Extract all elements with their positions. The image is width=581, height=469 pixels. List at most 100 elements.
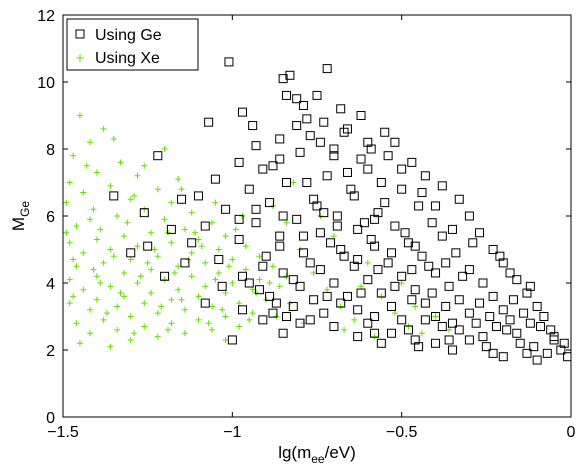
- xe-point: [164, 326, 171, 333]
- xe-point: [87, 330, 94, 337]
- ge-point: [481, 342, 491, 352]
- ge-point: [193, 191, 203, 201]
- xe-point: [222, 290, 229, 297]
- ge-point: [282, 178, 292, 187]
- ge-point: [315, 137, 325, 147]
- ge-point: [319, 308, 329, 318]
- xe-point: [127, 313, 134, 320]
- xe-point: [317, 213, 324, 219]
- ge-point: [370, 328, 380, 338]
- ge-point: [505, 315, 515, 325]
- ge-point: [464, 265, 474, 275]
- ge-point: [271, 298, 281, 308]
- xe-point: [290, 179, 297, 186]
- ge-point: [431, 201, 441, 211]
- ge-point: [370, 214, 380, 224]
- ge-point: [441, 258, 451, 268]
- ge-point: [258, 261, 268, 271]
- ge-point: [244, 278, 254, 288]
- xe-point: [181, 226, 188, 233]
- ge-point: [431, 312, 441, 321]
- ge-point: [309, 295, 319, 305]
- xe-point: [154, 186, 161, 193]
- ge-point: [139, 208, 149, 218]
- xe-point: [175, 263, 182, 270]
- ge-point: [488, 348, 498, 358]
- ge-point: [295, 147, 305, 157]
- legend-ge-marker: [75, 29, 85, 39]
- ge-point: [265, 291, 275, 301]
- ge-point: [505, 268, 515, 278]
- ge-point: [376, 178, 386, 187]
- xe-point: [87, 139, 94, 146]
- legend-xe-marker: [76, 54, 84, 62]
- ge-point: [417, 188, 427, 198]
- xe-point: [114, 326, 121, 333]
- x-tick-label: −0.5: [386, 424, 418, 441]
- xe-point: [66, 276, 73, 283]
- xe-point: [337, 303, 344, 310]
- xe-point: [188, 273, 195, 280]
- ge-point: [336, 245, 346, 254]
- xe-point: [120, 269, 127, 276]
- xe-point: [297, 246, 304, 253]
- ge-point: [397, 271, 407, 281]
- xe-point: [161, 146, 168, 152]
- ge-point: [329, 278, 339, 288]
- ge-point: [427, 288, 437, 298]
- ge-point: [363, 275, 373, 285]
- ge-point: [359, 218, 369, 228]
- y-axis-label: MGe: [9, 201, 32, 232]
- ge-point: [329, 151, 339, 161]
- xe-point: [269, 202, 276, 209]
- ge-point: [302, 178, 312, 187]
- ge-point: [410, 241, 420, 251]
- ge-point: [488, 245, 498, 254]
- xe-point: [131, 330, 138, 337]
- ge-point: [502, 325, 512, 335]
- xe-point: [90, 206, 97, 213]
- xe-point: [168, 320, 175, 327]
- legend: Using Ge Using Xe: [66, 18, 199, 71]
- ge-point: [454, 194, 464, 204]
- ge-point: [387, 328, 397, 338]
- ge-point: [282, 90, 292, 100]
- xe-point: [70, 293, 77, 300]
- ge-point: [221, 204, 231, 214]
- xe-point: [256, 276, 263, 283]
- xe-point: [273, 313, 280, 320]
- xe-point: [188, 249, 195, 256]
- xe-point: [195, 316, 202, 323]
- ge-point: [234, 157, 244, 167]
- xe-point: [141, 162, 148, 169]
- xe-point: [80, 249, 87, 256]
- x-tick-label: 0: [567, 424, 576, 441]
- ge-point: [342, 124, 352, 134]
- ge-point: [447, 318, 457, 328]
- ge-point: [295, 318, 305, 328]
- ge-point: [254, 285, 264, 295]
- xe-point: [178, 296, 185, 303]
- ge-point: [427, 218, 437, 228]
- ge-point: [420, 171, 430, 181]
- xe-point: [222, 336, 229, 343]
- xe-point: [144, 259, 151, 266]
- xe-point: [222, 313, 229, 320]
- xe-point: [110, 135, 117, 142]
- ge-series: [109, 57, 571, 365]
- ge-point: [390, 281, 400, 291]
- legend-ge-label: Using Ge: [95, 27, 162, 44]
- xe-point: [70, 152, 77, 159]
- ge-point: [332, 211, 342, 221]
- ge-point: [464, 308, 474, 318]
- xe-point: [154, 333, 161, 340]
- xe-point: [232, 226, 239, 233]
- ge-point: [525, 281, 535, 291]
- xe-point: [209, 326, 216, 333]
- ge-point: [251, 204, 261, 214]
- ge-point: [447, 345, 457, 355]
- xe-point: [202, 259, 209, 266]
- xe-point: [263, 296, 270, 303]
- ge-point: [410, 335, 420, 345]
- xe-point: [175, 286, 182, 293]
